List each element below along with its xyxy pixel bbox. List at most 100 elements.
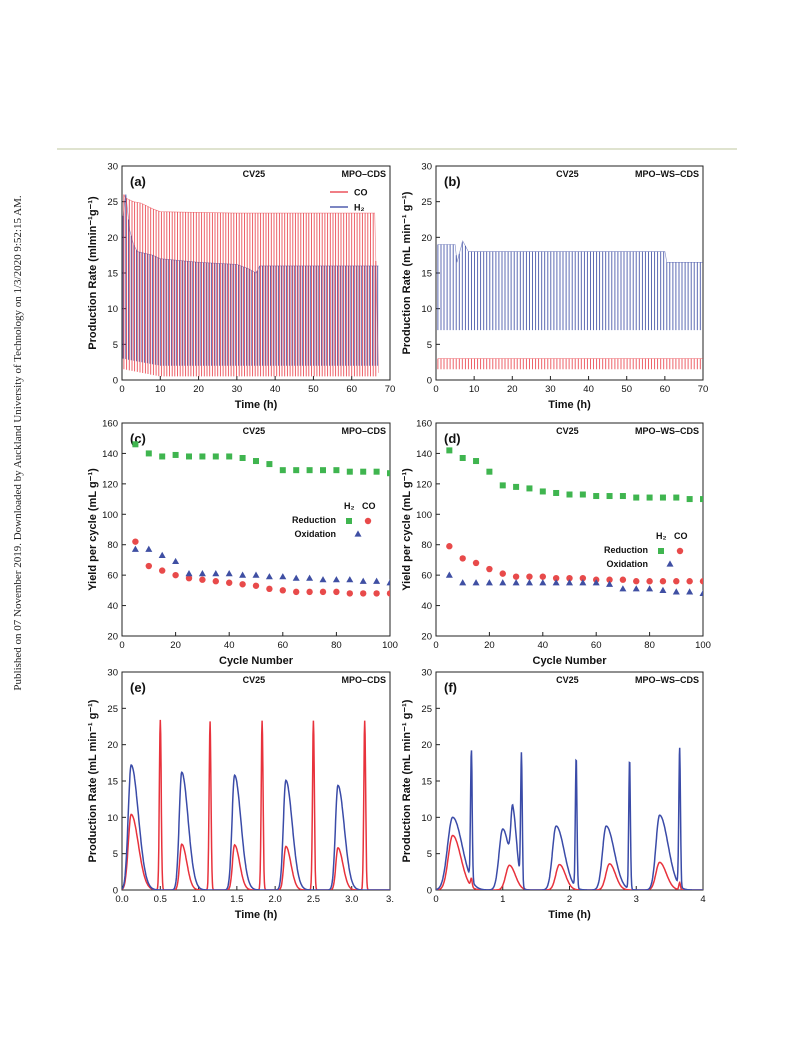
data-point-triangle (198, 570, 206, 577)
data-point-square (145, 450, 152, 457)
x-tick-label: 1.5 (230, 894, 243, 905)
top-divider (57, 148, 737, 150)
panel-label: (b) (444, 174, 461, 189)
data-point-triangle (632, 585, 640, 592)
y-tick-label: 0 (427, 886, 432, 897)
condition-label: CV25 (243, 675, 266, 685)
y-tick-label: 160 (102, 419, 118, 430)
x-tick-label: 20 (170, 640, 181, 651)
data-point-circle (699, 578, 703, 585)
y-tick-label: 60 (107, 571, 118, 582)
y-tick-label: 30 (421, 162, 432, 173)
sample-label: MPO–CDS (341, 426, 386, 436)
x-axis-label: Cycle Number (533, 655, 608, 667)
data-point-circle (539, 573, 546, 580)
data-point-square (239, 454, 246, 461)
legend-header-co: CO (362, 501, 376, 511)
x-tick-label: 60 (346, 384, 357, 395)
data-point-triangle (472, 579, 480, 586)
y-tick-label: 25 (421, 704, 432, 715)
x-tick-label: 40 (224, 640, 235, 651)
series-reduction-co (446, 543, 703, 585)
y-tick-label: 20 (421, 632, 432, 643)
y-tick-label: 0 (113, 886, 118, 897)
legend-marker-circle (364, 517, 372, 525)
data-point-circle (373, 590, 380, 597)
data-point-triangle (699, 589, 703, 596)
plot-area (437, 240, 703, 370)
data-point-square (159, 453, 166, 460)
sample-label: MPO–WS–CDS (635, 426, 699, 436)
condition-label: CV25 (556, 675, 579, 685)
y-tick-label: 80 (421, 540, 432, 551)
x-axis-label: Time (h) (548, 909, 591, 921)
series-h2-line (436, 747, 703, 890)
data-point-square (473, 458, 480, 465)
data-point-square (566, 491, 573, 498)
data-point-square (606, 493, 613, 500)
data-point-triangle (172, 557, 180, 565)
data-point-circle (633, 578, 640, 585)
x-tick-label: 100 (382, 640, 398, 651)
data-point-square (700, 496, 703, 503)
data-point-square (673, 494, 680, 501)
legend-header-h2: H₂ (344, 501, 355, 511)
x-axis-label: Cycle Number (219, 655, 294, 667)
data-point-triangle (499, 579, 507, 586)
data-point-circle (459, 555, 466, 562)
x-tick-label: 70 (385, 384, 396, 395)
plot-area (436, 747, 703, 890)
data-point-circle (145, 562, 152, 570)
y-tick-label: 5 (427, 340, 432, 351)
data-point-circle (319, 588, 327, 596)
x-tick-label: 80 (644, 640, 655, 651)
data-point-circle (172, 571, 179, 579)
y-tick-label: 0 (113, 376, 118, 387)
data-point-circle (472, 559, 480, 567)
data-point-triangle (672, 588, 680, 595)
panel-label: (a) (130, 174, 146, 189)
data-point-circle (252, 582, 260, 589)
x-tick-label: 4 (700, 894, 705, 905)
plot-area (122, 194, 379, 377)
series-oxidation (131, 545, 390, 586)
x-tick-label: 2.5 (307, 894, 320, 905)
data-point-triangle (659, 586, 667, 593)
data-point-circle (293, 588, 300, 596)
series-co-line (122, 719, 390, 890)
data-point-square (686, 496, 693, 503)
data-point-square (226, 453, 233, 460)
x-axis-label: Time (h) (235, 399, 278, 411)
sample-label: MPO–CDS (341, 675, 386, 685)
legend-label-h2: H₂ (354, 203, 365, 213)
legend-header-h2: H₂ (656, 531, 667, 541)
y-tick-label: 10 (421, 813, 432, 824)
x-tick-label: 3 (634, 894, 639, 905)
data-point-triangle (265, 573, 273, 580)
plot-area (131, 441, 390, 597)
data-point-triangle (332, 576, 340, 583)
sample-label: MPO–WS–CDS (635, 169, 699, 179)
data-point-triangle (646, 585, 654, 592)
x-tick-label: 70 (698, 384, 709, 395)
y-tick-label: 20 (107, 740, 118, 751)
data-point-circle (333, 588, 340, 596)
x-tick-label: 0 (433, 894, 438, 905)
data-point-square (659, 494, 666, 501)
y-tick-label: 20 (421, 233, 432, 244)
condition-label: CV25 (243, 426, 266, 436)
data-point-triangle (185, 570, 193, 577)
x-tick-label: 3.0 (345, 894, 358, 905)
data-point-triangle (606, 580, 614, 587)
y-tick-label: 140 (416, 449, 432, 460)
y-tick-label: 30 (107, 668, 118, 679)
data-point-square (172, 451, 179, 458)
data-point-triangle (279, 573, 287, 580)
series-hpeak-line (437, 242, 701, 331)
data-point-circle (646, 578, 653, 585)
y-tick-label: 5 (113, 340, 118, 351)
data-point-circle (552, 574, 560, 582)
x-tick-label: 30 (232, 384, 243, 395)
legend-row-reduction: Reduction (292, 515, 336, 525)
